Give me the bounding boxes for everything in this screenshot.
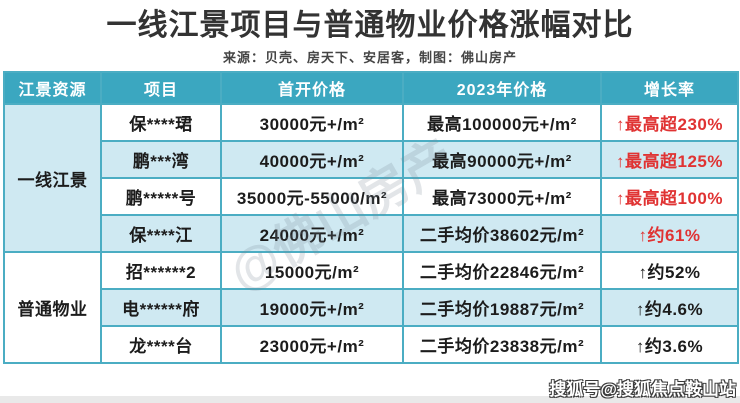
cell-growth: ↑最高超125%	[600, 140, 739, 179]
cell-project: 鹏*****号	[100, 177, 222, 216]
cell-2023-price: 最高100000元+/m²	[402, 103, 602, 142]
group-label-riverside: 一线江景	[3, 103, 102, 253]
cell-project: 保****江	[100, 214, 222, 253]
group-label-ordinary: 普通物业	[3, 251, 102, 364]
table-row: 一线江景 保****珺 30000元+/m² 最高100000元+/m² ↑最高超230…	[3, 103, 739, 253]
cell-first-price: 30000元+/m²	[220, 103, 404, 142]
cell-growth: ↑约52%	[600, 251, 739, 290]
cell-2023-price: 二手均价22846元/m²	[402, 251, 602, 290]
cell-growth: ↑最高超100%	[600, 177, 739, 216]
corner-watermark: 搜狐号@搜狐焦点鞍山站	[549, 380, 736, 399]
cell-2023-price: 二手均价23838元/m²	[402, 325, 602, 364]
table-header: 江景资源 项目 首开价格 2023年价格 增长率	[3, 71, 739, 105]
cell-2023-price: 最高90000元+/m²	[402, 140, 602, 179]
cell-first-price: 24000元+/m²	[220, 214, 404, 253]
source-line: 来源：贝壳、房天下、安居客，制图：佛山房产	[222, 50, 517, 65]
table-row: 鹏***湾 40000元+/m² 最高90000元+/m² ↑最高超125%	[4, 140, 739, 179]
cell-first-price: 35000元-55000/m²	[220, 177, 404, 216]
cell-2023-price: 二手均价38602元/m²	[402, 214, 602, 253]
col-header-2023-price: 2023年价格	[402, 71, 602, 105]
col-header-first-price: 首开价格	[220, 71, 404, 105]
header-row: 江景资源 项目 首开价格 2023年价格 增长率	[3, 71, 739, 105]
col-header-resource: 江景资源	[3, 71, 102, 105]
table-row: 龙****台 23000元+/m² 二手均价23838元/m² ↑约3.6%	[4, 325, 739, 364]
cell-growth: ↑约61%	[600, 214, 739, 253]
table-row: 普通物业 招******2 15000元/m² 二手均价22846元/m² ↑约52%	[3, 251, 739, 364]
table-row: 电******府 19000元+/m² 二手均价19887元/m² ↑约4.6%	[4, 288, 739, 327]
cell-growth: ↑约4.6%	[600, 288, 739, 327]
cell-project: 龙****台	[100, 325, 222, 364]
bottom-strip	[0, 396, 740, 403]
price-comparison-table: 江景资源 项目 首开价格 2023年价格 增长率 一线江景 保****珺 30000…	[3, 71, 739, 364]
cell-project: 招******2	[100, 251, 222, 290]
cell-2023-price: 二手均价19887元/m²	[402, 288, 602, 327]
cell-first-price: 40000元+/m²	[220, 140, 404, 179]
cell-2023-price: 最高73000元+/m²	[402, 177, 602, 216]
cell-project: 电******府	[100, 288, 222, 327]
cell-first-price: 19000元+/m²	[220, 288, 404, 327]
table-row: 保****江 24000元+/m² 二手均价38602元/m² ↑约61%	[4, 214, 739, 253]
cell-growth: ↑最高超230%	[600, 103, 739, 142]
cell-project: 鹏***湾	[100, 140, 222, 179]
page-title: 一线江景项目与普通物业价格涨幅对比	[106, 9, 634, 42]
cell-project: 保****珺	[100, 103, 222, 142]
cell-growth: ↑约3.6%	[600, 325, 739, 364]
cell-first-price: 23000元+/m²	[220, 325, 404, 364]
col-header-project: 项目	[100, 71, 222, 105]
table-body: 一线江景 保****珺 30000元+/m² 最高100000元+/m² ↑最高超230…	[3, 103, 739, 364]
col-header-growth: 增长率	[600, 71, 739, 105]
cell-first-price: 15000元/m²	[220, 251, 404, 290]
table-row: 鹏*****号 35000元-55000/m² 最高73000元+/m² ↑最高超10…	[4, 177, 739, 216]
